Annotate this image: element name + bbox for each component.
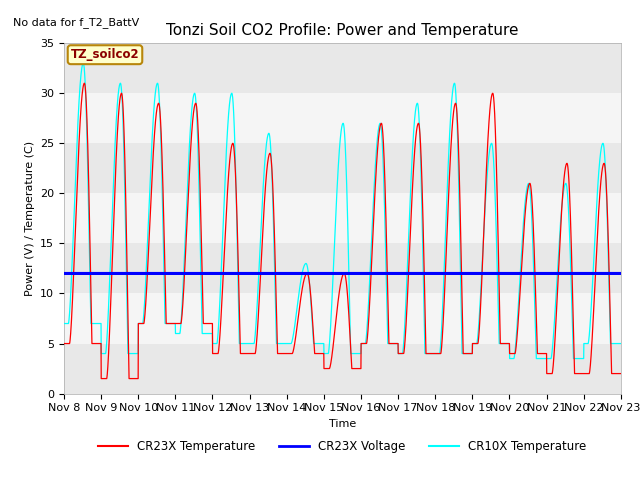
CR10X Temperature	[189, 94, 197, 99]
Y-axis label: Power (V) / Temperature (C): Power (V) / Temperature (C)	[24, 141, 35, 296]
CR23X Temperature	[310, 336, 317, 341]
CR10X Temperature	[195, 194, 203, 200]
CR10X Temperature	[60, 321, 68, 326]
X-axis label: Time: Time	[329, 419, 356, 429]
Text: No data for f_T2_BattV: No data for f_T2_BattV	[13, 17, 139, 28]
CR23X Voltage	[310, 271, 317, 276]
Bar	[64, 344, 621, 394]
Bar	[64, 144, 621, 193]
CR23X Temperature	[193, 103, 200, 108]
Bar	[64, 93, 621, 144]
CR23X Temperature	[189, 110, 197, 116]
CR23X Voltage	[189, 271, 197, 276]
Bar	[64, 193, 621, 243]
CR23X Temperature	[195, 160, 203, 166]
CR10X Temperature	[617, 341, 625, 347]
CR23X Voltage	[270, 271, 278, 276]
Legend: CR23X Temperature, CR23X Voltage, CR10X Temperature: CR23X Temperature, CR23X Voltage, CR10X …	[93, 435, 591, 458]
CR23X Voltage	[193, 271, 200, 276]
CR10X Temperature	[612, 341, 620, 347]
Bar	[64, 243, 621, 293]
CR23X Temperature	[617, 371, 625, 376]
CR23X Temperature	[81, 80, 88, 86]
CR10X Temperature	[506, 356, 513, 361]
CR23X Voltage	[195, 271, 203, 276]
Bar	[64, 43, 621, 93]
CR10X Temperature	[193, 106, 200, 111]
CR10X Temperature	[270, 240, 278, 245]
Bar	[64, 293, 621, 344]
Line: CR10X Temperature: CR10X Temperature	[64, 63, 621, 359]
CR23X Voltage	[617, 271, 625, 276]
CR23X Temperature	[60, 341, 68, 347]
CR23X Temperature	[612, 371, 620, 376]
CR23X Temperature	[97, 376, 105, 382]
CR23X Temperature	[270, 219, 278, 225]
CR10X Temperature	[310, 341, 317, 347]
CR23X Voltage	[612, 271, 620, 276]
CR10X Temperature	[79, 60, 87, 66]
CR23X Voltage	[60, 271, 68, 276]
Line: CR23X Temperature: CR23X Temperature	[64, 83, 621, 379]
Text: TZ_soilco2: TZ_soilco2	[70, 48, 140, 61]
Title: Tonzi Soil CO2 Profile: Power and Temperature: Tonzi Soil CO2 Profile: Power and Temper…	[166, 23, 518, 38]
